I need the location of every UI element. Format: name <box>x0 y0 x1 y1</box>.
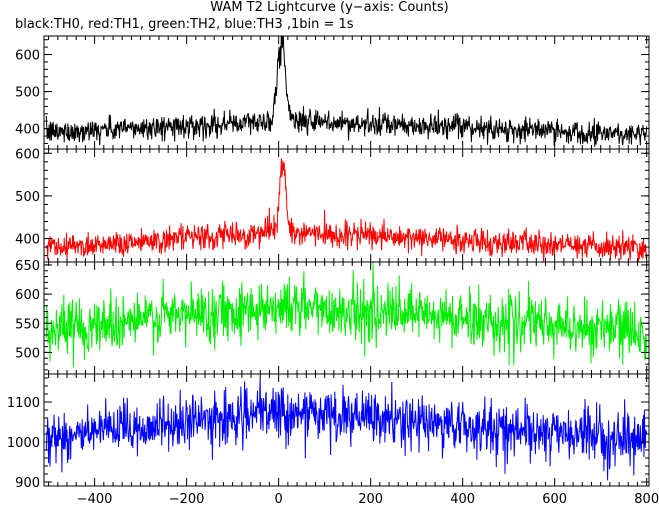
y-tick-label: 400 <box>15 233 40 248</box>
series-line-TH0 <box>45 36 648 147</box>
x-tick-label: 400 <box>450 492 475 505</box>
y-tick-label: 600 <box>15 288 40 303</box>
y-tick-label: 1000 <box>7 436 40 451</box>
y-tick-label: 1100 <box>7 396 40 411</box>
chart-subtitle: black:TH0, red:TH1, green:TH2, blue:TH3 … <box>15 17 354 32</box>
y-tick-label: 500 <box>15 86 40 101</box>
series-line-TH3 <box>45 377 648 481</box>
y-tick-label: 900 <box>15 476 40 491</box>
y-tick-label: 600 <box>15 49 40 64</box>
y-tick-label: 500 <box>15 346 40 361</box>
y-tick-label: 650 <box>15 259 40 274</box>
x-tick-label: 200 <box>358 492 383 505</box>
y-tick-label: 550 <box>15 317 40 332</box>
chart-title: WAM T2 Lightcurve (y−axis: Counts) <box>210 0 449 15</box>
x-tick-label: 0 <box>274 492 282 505</box>
panel-frame-TH3 <box>43 373 650 487</box>
y-tick-label: 400 <box>15 123 40 138</box>
x-tick-label: 600 <box>542 492 567 505</box>
x-tick-label: 800 <box>634 492 659 505</box>
series-line-TH1 <box>45 158 648 262</box>
series-line-TH2 <box>45 262 648 368</box>
y-tick-label: 500 <box>15 190 40 205</box>
x-tick-label: −400 <box>77 492 113 505</box>
x-tick-label: −200 <box>169 492 205 505</box>
y-tick-label: 600 <box>15 147 40 162</box>
